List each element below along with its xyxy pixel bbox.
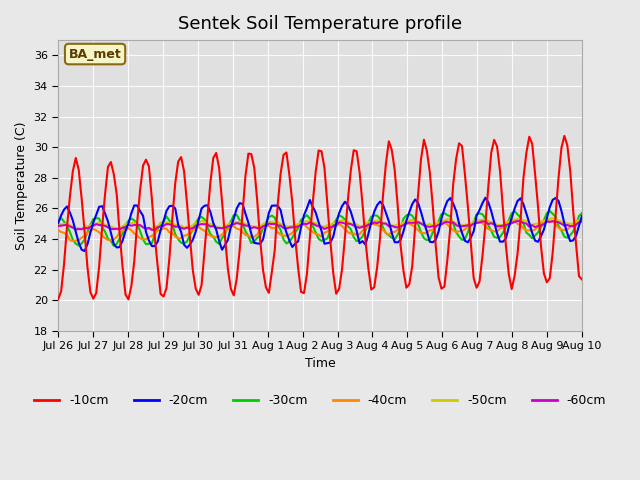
Title: Sentek Soil Temperature profile: Sentek Soil Temperature profile xyxy=(178,15,462,33)
Legend: -10cm, -20cm, -30cm, -40cm, -50cm, -60cm: -10cm, -20cm, -30cm, -40cm, -50cm, -60cm xyxy=(29,389,611,412)
X-axis label: Time: Time xyxy=(305,357,335,370)
Y-axis label: Soil Temperature (C): Soil Temperature (C) xyxy=(15,121,28,250)
Text: BA_met: BA_met xyxy=(68,48,122,60)
